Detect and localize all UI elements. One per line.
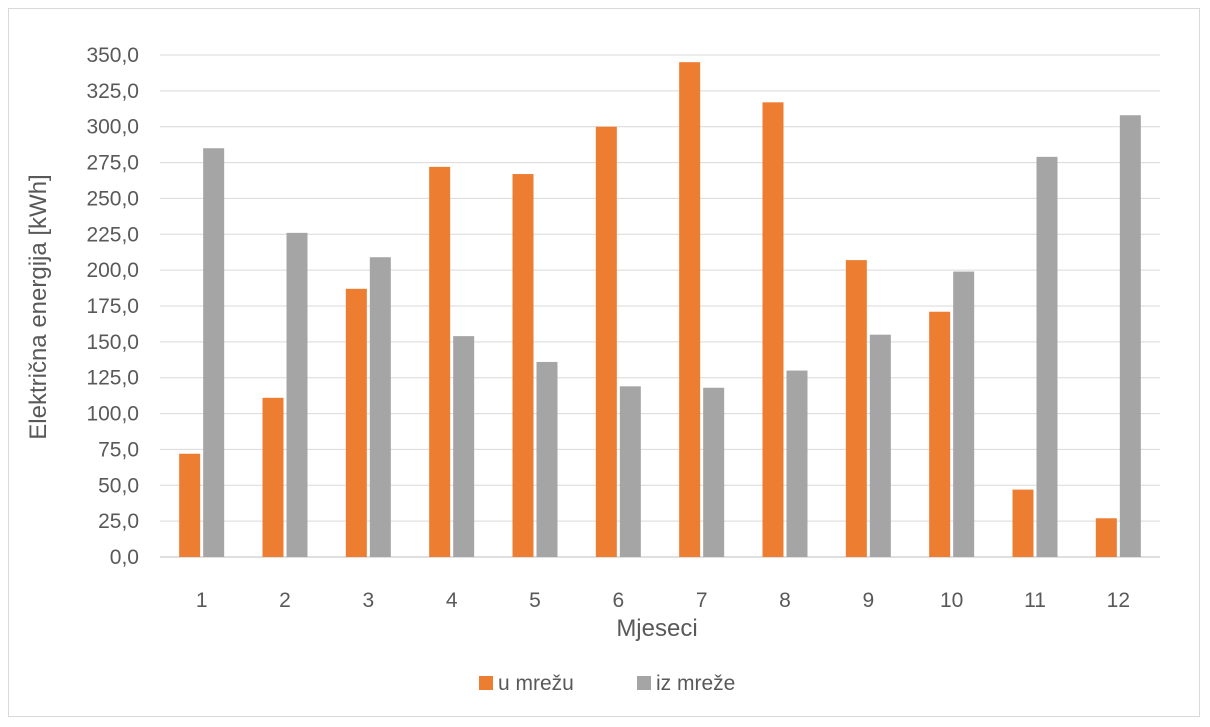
y-tick-label: 50,0 — [98, 474, 139, 497]
gridlines — [160, 54, 1160, 558]
bar-iz-mreze-1 — [203, 148, 225, 557]
bar-u-mrezu-10 — [929, 311, 951, 557]
legend-swatch — [637, 676, 651, 690]
bar-u-mrezu-3 — [345, 288, 367, 557]
bar-iz-mreze-10 — [953, 271, 975, 557]
y-tick-label: 25,0 — [98, 510, 139, 533]
y-tick-label: 150,0 — [86, 331, 139, 354]
y-tick-label: 200,0 — [86, 259, 139, 282]
y-axis-title: Električna energija [kWh] — [25, 174, 52, 439]
x-tick-label: 4 — [446, 589, 458, 612]
y-tick-labels: 0,0 25,0 50,0 75,0 100,0 125,0 150,0 175,0 200,0… — [86, 44, 139, 569]
y-tick-label: 325,0 — [86, 80, 139, 103]
y-tick-label: 225,0 — [86, 223, 139, 246]
x-tick-label: 8 — [779, 589, 791, 612]
bar-iz-mreze-2 — [286, 232, 308, 557]
y-tick-label: 175,0 — [86, 295, 139, 318]
y-tick-label: 350,0 — [86, 44, 139, 67]
x-tick-label: 5 — [529, 589, 541, 612]
x-axis-title: Mjeseci — [616, 615, 697, 642]
bar-u-mrezu-8 — [762, 102, 784, 558]
x-tick-label: 7 — [696, 589, 708, 612]
y-tick-label: 250,0 — [86, 187, 139, 210]
bar-iz-mreze-4 — [453, 336, 475, 557]
bar-iz-mreze-7 — [703, 387, 725, 557]
bar-u-mrezu-2 — [262, 397, 284, 557]
bar-iz-mreze-6 — [619, 386, 641, 557]
x-tick-label: 10 — [940, 589, 963, 612]
bar-u-mrezu-11 — [1012, 489, 1034, 557]
bar-iz-mreze-8 — [786, 370, 808, 557]
bar-u-mrezu-5 — [512, 174, 534, 557]
bar-iz-mreze-9 — [869, 334, 891, 557]
y-tick-label: 275,0 — [86, 152, 139, 175]
x-tick-label: 3 — [362, 589, 374, 612]
y-tick-label: 0,0 — [110, 546, 139, 569]
legend-label: iz mreže — [656, 672, 735, 695]
x-tick-label: 2 — [279, 589, 291, 612]
x-tick-labels: 1 2 3 4 5 6 7 8 9 10 11 12 — [196, 589, 1130, 612]
bars — [179, 62, 1141, 558]
y-tick-label: 75,0 — [98, 438, 139, 461]
bar-iz-mreze-3 — [369, 257, 391, 557]
legend-swatch — [479, 676, 493, 690]
x-tick-label: 12 — [1107, 589, 1130, 612]
bar-u-mrezu-6 — [595, 126, 617, 557]
bar-iz-mreze-11 — [1036, 156, 1058, 557]
x-tick-label: 1 — [196, 589, 208, 612]
bar-u-mrezu-9 — [845, 260, 867, 557]
bar-u-mrezu-1 — [179, 453, 201, 557]
y-tick-label: 100,0 — [86, 403, 139, 426]
y-tick-label: 125,0 — [86, 367, 139, 390]
legend: u mrežu iz mreže — [479, 672, 735, 695]
x-tick-label: 6 — [612, 589, 624, 612]
bar-iz-mreze-12 — [1119, 115, 1141, 558]
bar-u-mrezu-4 — [429, 166, 451, 558]
y-tick-label: 300,0 — [86, 116, 139, 139]
bar-u-mrezu-7 — [679, 62, 701, 558]
x-tick-label: 9 — [862, 589, 874, 612]
bar-u-mrezu-12 — [1095, 518, 1117, 557]
x-tick-label: 11 — [1024, 589, 1046, 612]
bar-iz-mreze-5 — [536, 361, 558, 557]
legend-label: u mrežu — [498, 672, 574, 695]
